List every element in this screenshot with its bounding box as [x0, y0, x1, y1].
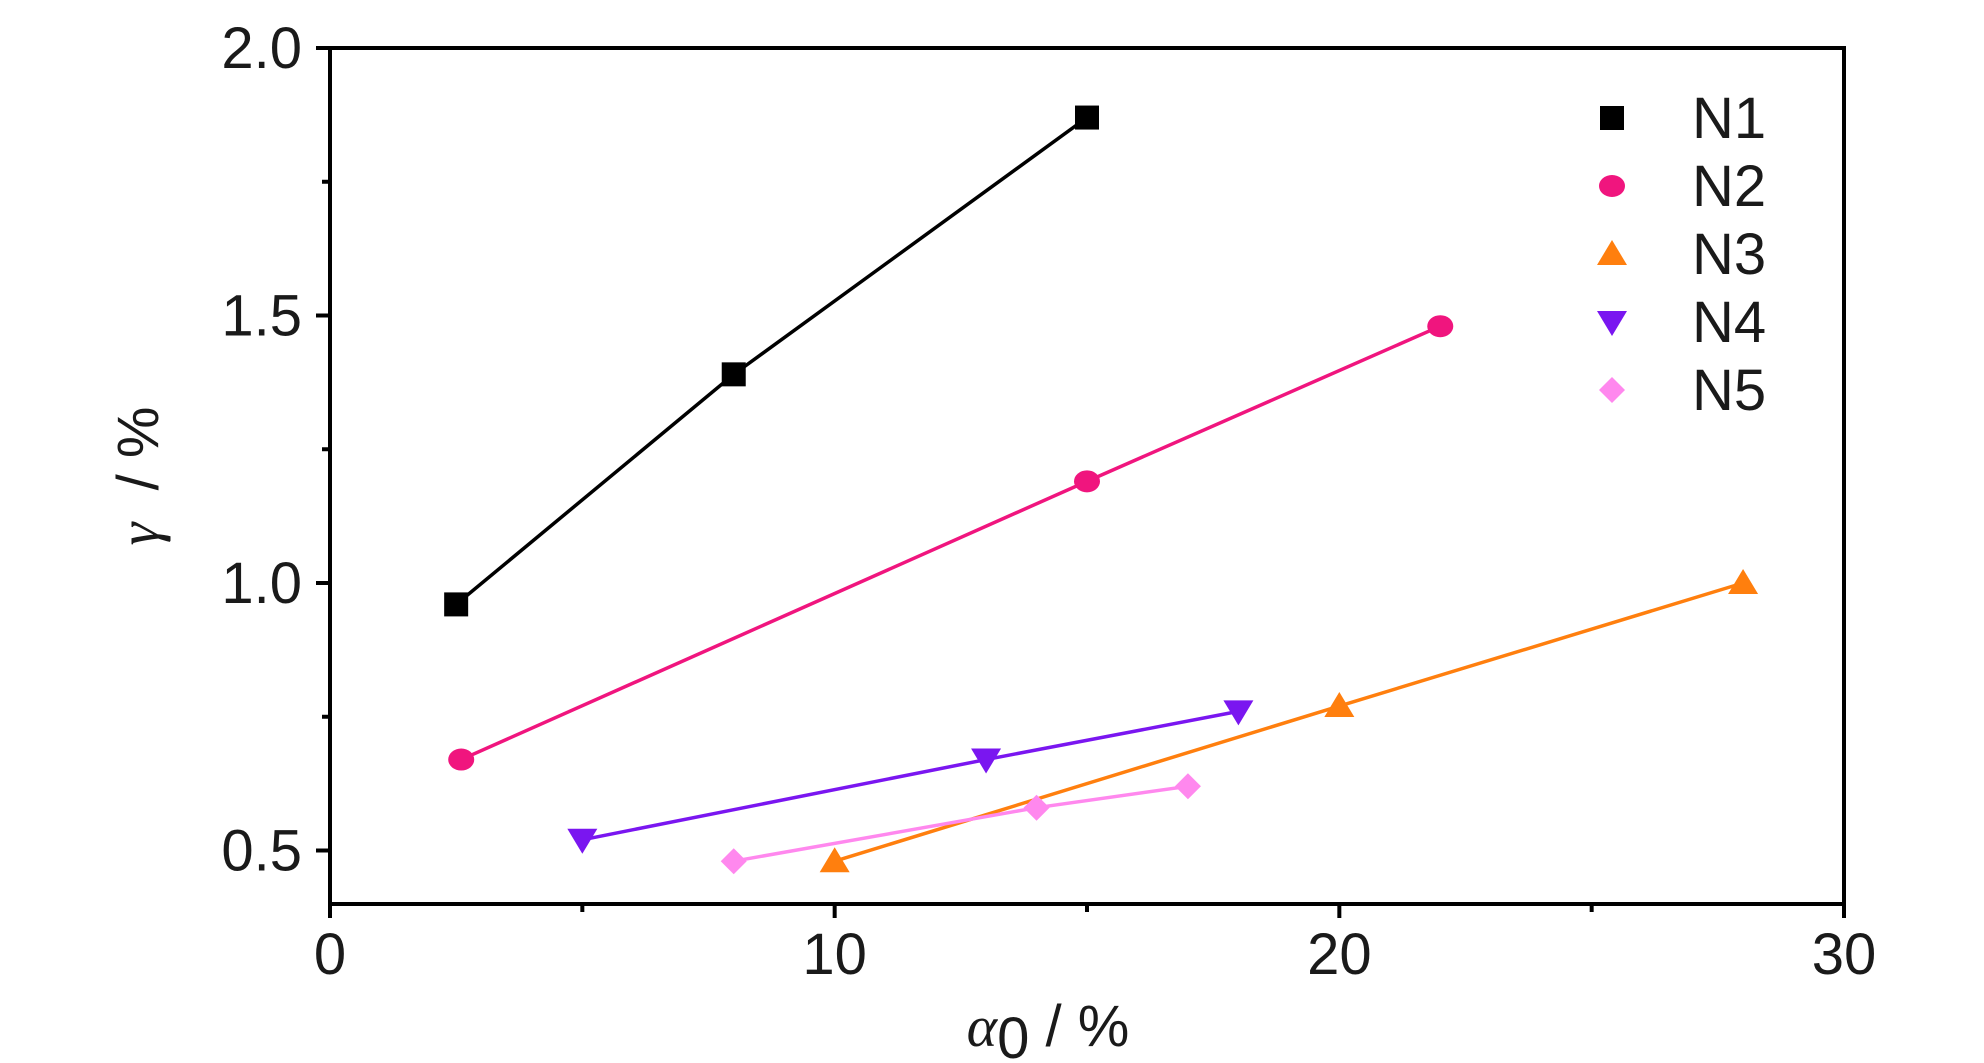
legend-marker-n2 [1599, 175, 1625, 197]
series-n5-point [720, 848, 747, 875]
series-n2 [448, 315, 1454, 771]
x-tick-label: 10 [802, 922, 867, 987]
legend-label-n5: N5 [1692, 358, 1766, 423]
series-n2-point [1074, 470, 1100, 493]
legend-label-n4: N4 [1692, 290, 1766, 355]
series-n1-point [444, 592, 469, 617]
series-n4-line [581, 709, 1239, 842]
series-n2-point [1427, 315, 1454, 338]
series-n1-line [455, 116, 1089, 606]
legend-item-n1: N1 [1600, 86, 1766, 151]
series-n4-point [1223, 700, 1254, 726]
series-n3-point [1728, 569, 1759, 594]
y-tick-label: 0.5 [221, 819, 302, 884]
legend-item-n3: N3 [1597, 222, 1766, 287]
legend-marker-n5 [1599, 377, 1625, 403]
series-n3 [819, 569, 1759, 873]
x-axis-symbol: α [967, 994, 999, 1059]
series-n1-point [721, 362, 746, 387]
axis-tick-labels: 0 10 20 30 0.5 1.0 1.5 2.0 [221, 16, 1876, 987]
legend-marker-n1 [1600, 106, 1624, 130]
series-n4-point [567, 828, 598, 854]
legend-item-n4: N4 [1597, 290, 1766, 355]
series-n1 [444, 105, 1099, 617]
x-axis-unit: / % [1029, 994, 1129, 1059]
legend-marker-n4 [1597, 311, 1627, 336]
legend-label-n2: N2 [1692, 154, 1766, 219]
series-n5-point [1023, 794, 1050, 821]
data-series [444, 105, 1759, 875]
axis-ticks [316, 46, 1846, 918]
legend-item-n2: N2 [1599, 154, 1766, 219]
series-n2-line [460, 324, 1441, 762]
x-axis-subscript: 0 [997, 1006, 1029, 1063]
legend-label-n1: N1 [1692, 86, 1766, 151]
y-tick-label: 1.0 [221, 551, 302, 616]
x-tick-label: 30 [1812, 922, 1877, 987]
x-tick-label: 20 [1307, 922, 1372, 987]
series-n3-point [819, 847, 850, 873]
x-tick-label: 0 [314, 922, 346, 987]
x-axis-title: α0 / % [967, 994, 1130, 1063]
legend-item-n5: N5 [1599, 358, 1766, 423]
series-n1-point [1075, 105, 1099, 130]
y-tick-label: 2.0 [221, 16, 302, 81]
series-n5 [720, 773, 1201, 875]
series-n3-point [1324, 692, 1355, 718]
y-axis-symbol: γ [106, 520, 171, 545]
y-axis-unit: / % [106, 407, 171, 523]
series-n5-point [1174, 773, 1201, 800]
y-axis-title: γ / % [106, 407, 171, 546]
legend-marker-n3 [1597, 240, 1627, 265]
y-tick-label: 1.5 [221, 284, 302, 349]
legend-label-n3: N3 [1692, 222, 1766, 287]
series-n4-point [971, 748, 1002, 774]
series-n2-point [448, 748, 475, 771]
series-n4 [567, 700, 1254, 854]
